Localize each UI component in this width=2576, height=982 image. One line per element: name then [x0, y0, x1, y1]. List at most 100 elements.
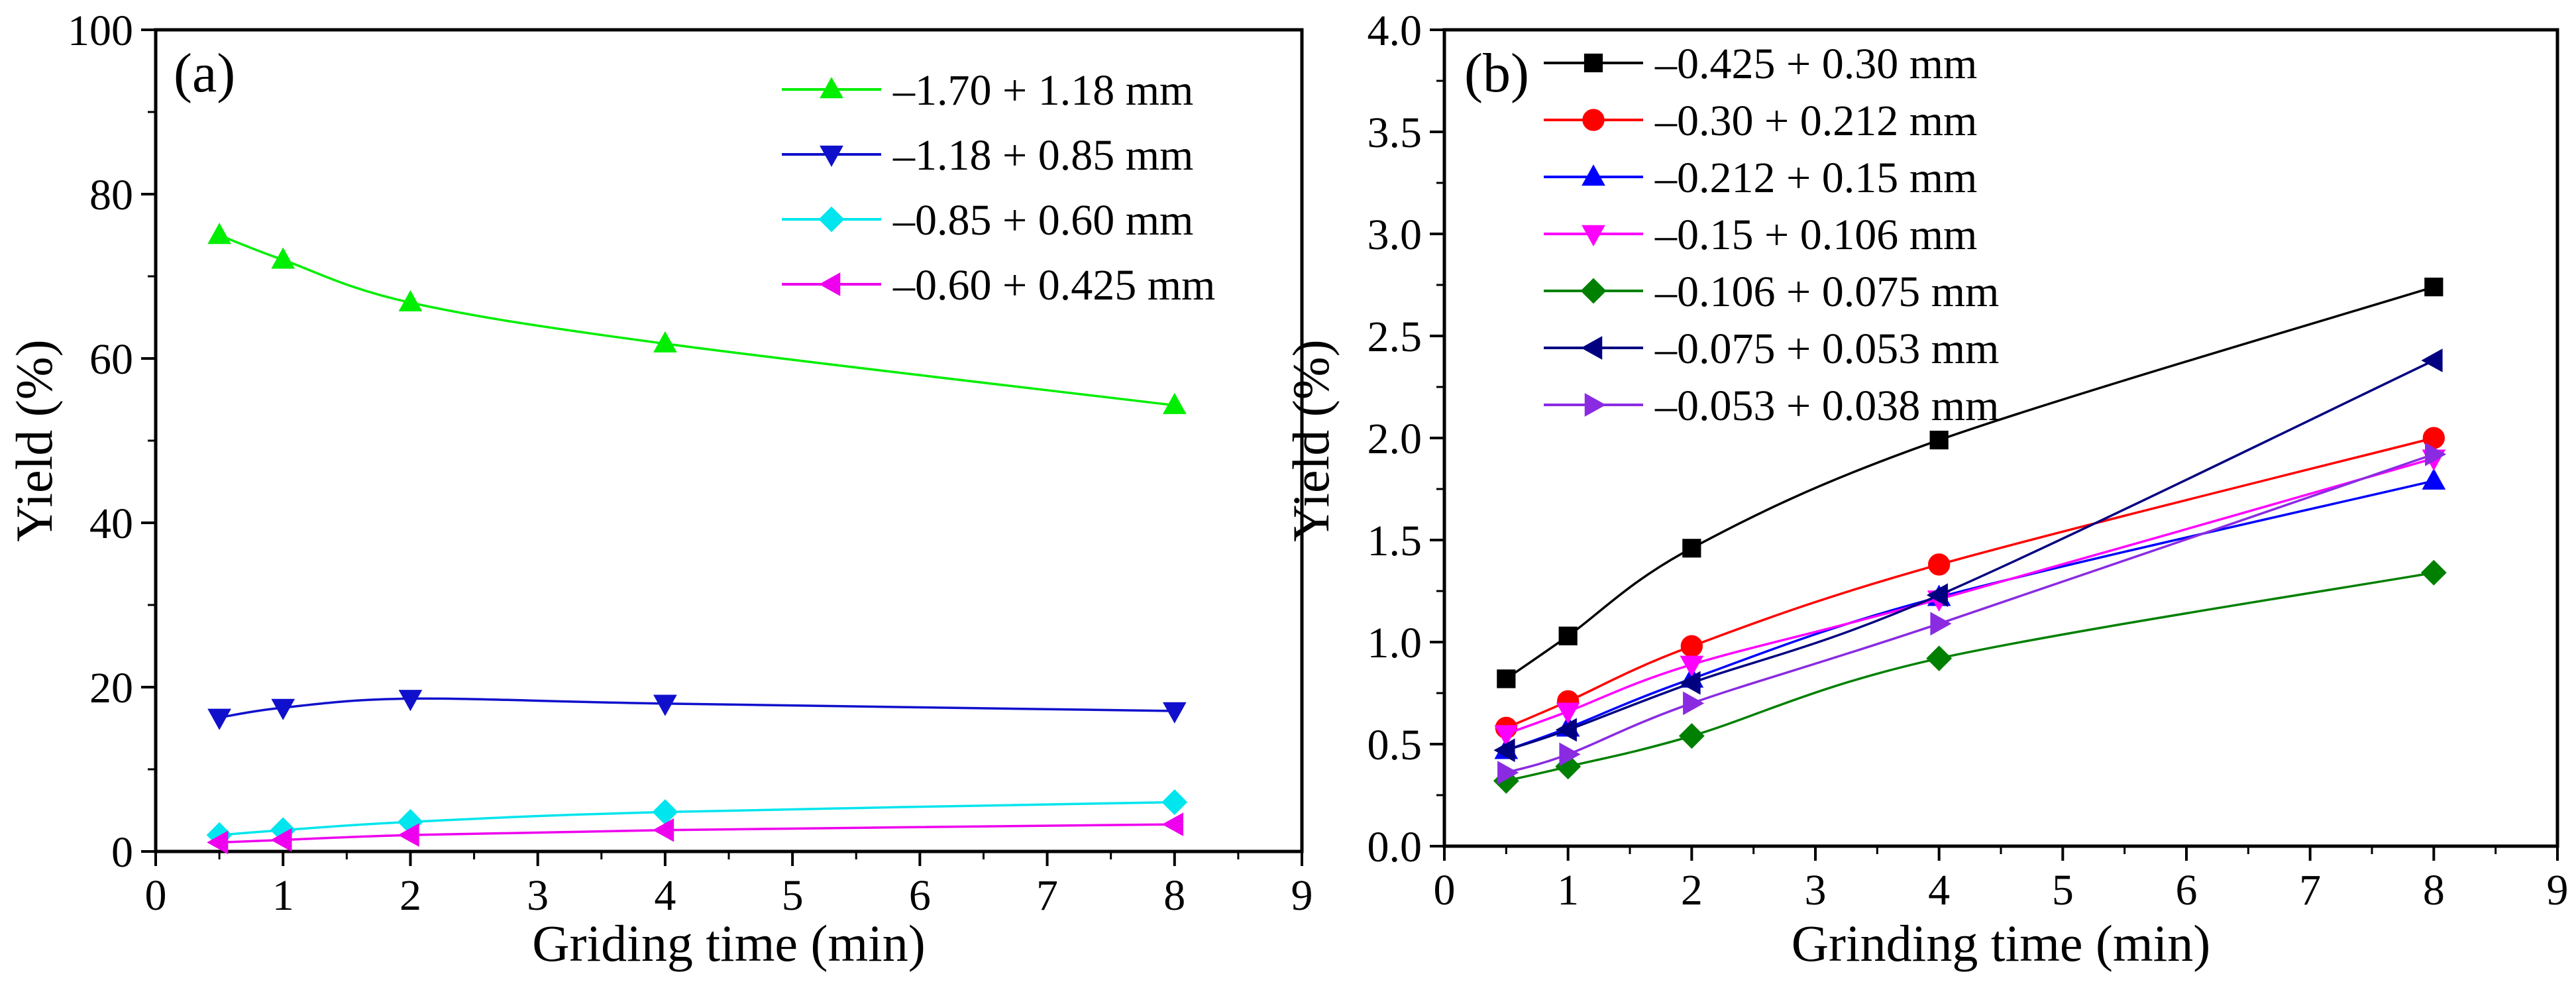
chart-b-series-3-point [1680, 655, 1704, 677]
chart-a-series-3-point [1161, 812, 1184, 836]
chart-b-legend-label: –0.075 + 0.053 mm [1654, 325, 1999, 373]
chart-a-series-0-point [271, 247, 295, 269]
chart-a-series-0-point [653, 331, 677, 353]
chart-b-series-6-point [1559, 742, 1581, 767]
chart-b-legend-marker [1584, 393, 1606, 417]
chart-a-x-tick-label: 3 [527, 871, 549, 920]
chart-a-legend-marker [819, 272, 841, 296]
chart-b-x-tick-label: 0 [1434, 866, 1456, 914]
chart-b-series-5-point [1493, 738, 1515, 763]
chart-b-x-tick-label: 2 [1681, 866, 1703, 914]
chart-b-x-tick-label: 1 [1557, 866, 1579, 914]
chart-a-series-0-point [207, 223, 231, 245]
chart-a-x-tick-label: 6 [909, 871, 931, 920]
chart-a-legend: –1.70 + 1.18 mm –1.18 + 0.85 mm –0.85 + 0.… [782, 66, 1215, 309]
chart-a-series-3-point [653, 818, 674, 842]
chart-b-legend: –0.425 + 0.30 mm –0.30 + 0.212 mm –0.212 +… [1544, 40, 1999, 430]
chart-b-series-6-point [1683, 691, 1705, 716]
chart-b-series-5-point [1679, 671, 1701, 695]
chart-b-y-tick-label: 3.5 [1368, 109, 1422, 157]
chart-b-series-0-point [1682, 539, 1701, 558]
chart-a-x-tick-label: 0 [145, 871, 167, 920]
chart-a-y-tick-label: 80 [89, 171, 133, 219]
chart-a-panel-label: (a) [174, 42, 235, 104]
chart-b-series-4-point [1926, 645, 1953, 672]
chart-a-series-1-point [398, 690, 423, 712]
chart-a-series-1-point [271, 698, 295, 720]
chart-a-series-0-point [1162, 392, 1187, 414]
chart-a-x-axis-title: Griding time (min) [532, 914, 926, 972]
chart-b-series-6-point [1497, 761, 1519, 785]
chart-b-x-tick-label: 6 [2176, 866, 2198, 914]
chart-a-x-tick-label: 9 [1291, 871, 1313, 920]
chart-b-x-tick-label: 3 [1805, 866, 1827, 914]
chart-b-series-1-point [1680, 635, 1703, 657]
chart-b-series-3-point [1556, 702, 1580, 724]
chart-a-series-3-point [207, 830, 229, 855]
chart-b-legend-marker [1583, 53, 1603, 73]
chart-b-series-0-point [1929, 430, 1949, 450]
chart-b-y-tick-label: 4.0 [1368, 7, 1422, 55]
chart-b-legend-marker [1582, 164, 1605, 186]
chart-b-series-5-point [2421, 349, 2443, 372]
chart-a: 0 1 2 3 4 5 6 7 8 9 0 20 40 60 80 100 (a) Griding time … [5, 7, 1313, 972]
chart-b-series-0-point [1497, 669, 1516, 688]
chart-a-y-axis-title: Yield (%) [5, 339, 63, 541]
chart-b-series-4-point [2420, 559, 2447, 586]
chart-b-legend-label: –0.30 + 0.212 mm [1654, 97, 1977, 145]
chart-b-legend-label: –0.053 + 0.038 mm [1654, 382, 1999, 430]
chart-b-legend-marker [1582, 109, 1605, 131]
chart-b-panel-label: (b) [1464, 42, 1529, 104]
chart-a-legend-label: –0.60 + 0.425 mm [892, 261, 1215, 309]
chart-b-series-5-point [1555, 718, 1577, 742]
chart-b-legend-label: –0.425 + 0.30 mm [1654, 40, 1977, 88]
chart-a-series-1-point [653, 694, 677, 716]
chart-b-legend-label: –0.212 + 0.15 mm [1654, 154, 1977, 202]
chart-b-series-0-point [2424, 277, 2443, 297]
chart-a-legend-label: –0.85 + 0.60 mm [892, 196, 1193, 245]
chart-b-y-tick-label: 2.0 [1368, 415, 1422, 463]
chart-a-y-tick-label: 40 [89, 500, 133, 548]
chart-b: 0 1 2 3 4 5 6 7 8 9 0.0 0.5 1.0 1.5 2.0 2.5 3.0 3.5 4.0 (b… [1282, 7, 2569, 972]
chart-b-series-4-point [1678, 723, 1705, 749]
chart-a-legend-label: –1.18 + 0.85 mm [892, 131, 1193, 180]
chart-b-legend-marker [1581, 336, 1603, 360]
chart-a-x-tick-label: 7 [1036, 871, 1058, 920]
chart-a-x-tick-label: 5 [782, 871, 804, 920]
chart-b-legend-marker [1582, 225, 1605, 246]
chart-a-legend-marker [820, 145, 843, 167]
chart-a-y-tick-label: 20 [89, 664, 133, 712]
chart-a-series-3-point [398, 823, 419, 847]
chart-a-series-3-point [270, 828, 292, 852]
chart-b-series-3-point [1494, 725, 1519, 747]
chart-b-y-axis-title: Yield (%) [1282, 339, 1340, 541]
chart-b-y-tick-label: 0.5 [1368, 721, 1422, 769]
chart-a-series-1-point [1162, 702, 1187, 724]
chart-a-x-tick-label: 4 [654, 871, 676, 920]
chart-b-x-tick-label: 7 [2299, 866, 2321, 914]
chart-a-legend-marker [820, 77, 843, 99]
chart-b-x-axis-title: Grinding time (min) [1792, 914, 2211, 972]
chart-b-y-tick-label: 1.5 [1368, 517, 1422, 565]
chart-b-series-2-point [2422, 468, 2446, 490]
chart-b-series-6-point [1930, 612, 1952, 636]
chart-b-legend-label: –0.106 + 0.075 mm [1654, 268, 1999, 316]
chart-a-legend-marker [818, 206, 845, 233]
chart-b-series-0-point [1558, 626, 1578, 645]
chart-b-x-tick-label: 8 [2423, 866, 2445, 914]
chart-a-x-tick-label: 8 [1163, 871, 1185, 920]
chart-a-legend-label: –1.70 + 1.18 mm [892, 66, 1193, 115]
chart-b-y-tick-label: 2.5 [1368, 313, 1422, 361]
chart-a-series-2-point [1161, 789, 1188, 816]
chart-b-y-tick-label: 0.0 [1368, 823, 1422, 871]
chart-a-y-tick-label: 60 [89, 335, 133, 384]
chart-a-series-0-point [398, 290, 423, 311]
chart-b-x-tick-label: 5 [2052, 866, 2074, 914]
chart-a-y-tick-label: 100 [68, 7, 133, 55]
chart-b-series-5-point [1926, 583, 1948, 608]
chart-b-y-tick-label: 3.0 [1368, 211, 1422, 259]
chart-b-x-tick-label: 9 [2547, 866, 2569, 914]
chart-b-y-tick-label: 1.0 [1368, 619, 1422, 667]
